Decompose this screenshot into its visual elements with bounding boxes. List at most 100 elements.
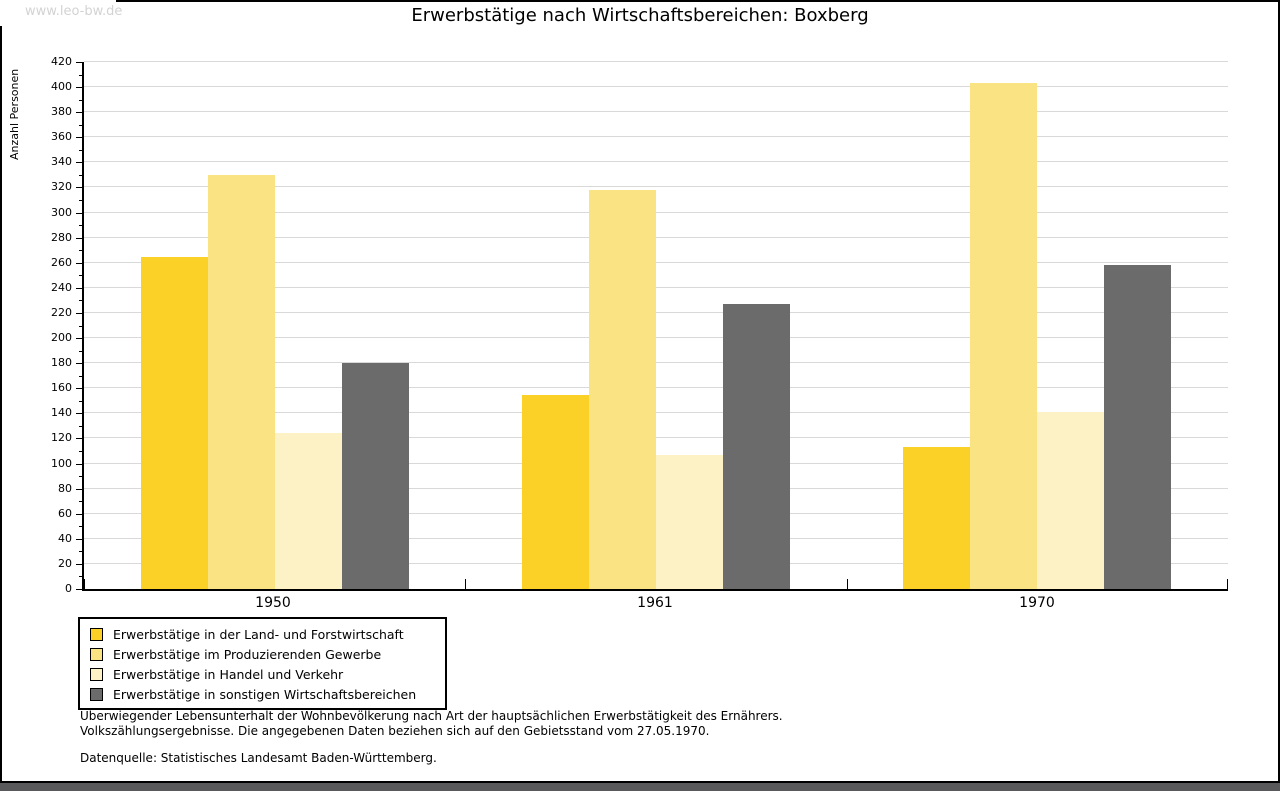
y-axis-minor-tick — [79, 225, 82, 227]
y-axis-minor-tick — [79, 74, 82, 76]
y-axis-tick — [76, 413, 82, 415]
y-axis-tick-label: 20 — [58, 556, 72, 570]
bar — [588, 190, 656, 589]
y-axis-tick-label: 200 — [51, 331, 72, 345]
y-axis-minor-tick — [79, 551, 82, 553]
gridline — [84, 387, 1228, 389]
legend-item-label: Erwerbstätige in sonstigen Wirtschaftsbe… — [113, 686, 417, 702]
gridline — [84, 337, 1228, 339]
y-axis-tick-label: 400 — [51, 80, 72, 94]
y-axis-minor-tick — [79, 300, 82, 302]
legend-color-swatch — [90, 627, 103, 641]
y-axis-tick-label: 420 — [51, 55, 72, 68]
page-title: Erwerbstätige nach Wirtschaftsbereichen:… — [411, 5, 869, 26]
y-axis-minor-tick — [79, 149, 82, 151]
legend-color-swatch — [90, 667, 103, 681]
bar-group-1961 — [465, 62, 846, 589]
bar — [1104, 265, 1172, 589]
y-axis-tick-label: 300 — [51, 205, 72, 219]
y-axis-minor-tick — [79, 526, 82, 528]
window-bottom-strip — [0, 783, 1280, 791]
gridline — [84, 61, 1228, 62]
gridline — [84, 437, 1228, 439]
gridline — [84, 211, 1228, 213]
y-axis-tick-label: 80 — [58, 481, 72, 495]
bar — [207, 174, 275, 589]
y-axis-minor-tick — [79, 124, 82, 126]
gridline — [84, 412, 1228, 414]
y-axis-tick — [76, 87, 82, 89]
gridline — [84, 111, 1228, 113]
bar-groups — [84, 62, 1228, 589]
y-axis-tick — [76, 262, 82, 264]
bar — [140, 256, 208, 589]
x-axis-tick — [846, 579, 848, 589]
gridline — [84, 136, 1228, 138]
y-axis-tick — [76, 363, 82, 365]
y-axis-tick-label: 280 — [51, 230, 72, 244]
y-axis-tick — [76, 563, 82, 565]
y-axis-minor-tick — [79, 275, 82, 277]
y-axis-tick — [76, 388, 82, 390]
y-axis-tick-label: 340 — [51, 155, 72, 169]
x-axis-tick — [84, 579, 85, 589]
y-axis-tick — [76, 287, 82, 289]
y-axis-minor-tick — [79, 99, 82, 101]
bar — [970, 83, 1038, 589]
x-axis-tick — [465, 579, 467, 589]
y-axis-tick-label: 260 — [51, 255, 72, 269]
y-axis-minor-tick — [79, 250, 82, 252]
legend-color-swatch — [90, 647, 103, 661]
data-source: Datenquelle: Statistisches Landesamt Bad… — [80, 751, 437, 765]
legend-item: Erwerbstätige im Produzierenden Gewerbe — [88, 644, 437, 664]
y-axis-tick — [76, 162, 82, 164]
y-axis-tick — [76, 212, 82, 214]
y-axis-minor-tick — [79, 200, 82, 202]
legend-item-label: Erwerbstätige im Produzierenden Gewerbe — [113, 646, 382, 662]
gridline — [84, 236, 1228, 238]
y-axis-tick-label: 180 — [51, 356, 72, 370]
bar — [722, 304, 790, 589]
y-axis-tick — [76, 513, 82, 515]
y-axis-tick-label: 380 — [51, 105, 72, 119]
footnote: Überwiegender Lebensunterhalt der Wohnbe… — [80, 709, 783, 739]
bar-group-1950 — [84, 62, 465, 589]
gridline — [84, 362, 1228, 364]
y-axis-tick-label: 120 — [51, 431, 72, 445]
gridline — [84, 161, 1228, 163]
y-axis-minor-tick — [79, 476, 82, 478]
y-axis-tick-label: 320 — [51, 180, 72, 194]
bar — [1037, 412, 1105, 589]
y-axis-tick-label: 360 — [51, 130, 72, 144]
legend-item: Erwerbstätige in sonstigen Wirtschaftsbe… — [88, 684, 437, 704]
bar — [903, 447, 971, 589]
legend-item-label: Erwerbstätige in der Land- und Forstwirt… — [113, 626, 404, 642]
y-axis-tick — [76, 488, 82, 490]
legend-color-swatch — [90, 687, 103, 701]
y-axis-minor-tick — [79, 425, 82, 427]
y-axis-minor-tick — [79, 450, 82, 452]
legend-item: Erwerbstätige in der Land- und Forstwirt… — [88, 624, 437, 644]
y-axis-tick — [76, 338, 82, 340]
y-axis-tick — [76, 589, 82, 590]
x-axis-category-label: 1950 — [255, 595, 291, 611]
bar — [655, 454, 723, 589]
y-axis-tick — [76, 187, 82, 189]
y-axis-tick-label: 220 — [51, 305, 72, 319]
gridline — [84, 186, 1228, 188]
y-axis-tick — [76, 237, 82, 239]
y-axis-minor-tick — [79, 350, 82, 352]
y-axis-minor-tick — [79, 174, 82, 176]
y-axis-tick — [76, 463, 82, 465]
bar — [274, 433, 342, 589]
plot-area: 0 20 40 60 80 100 120 140 160 180 200 220 240 260 280 3… — [51, 56, 1228, 595]
y-axis-label: Anzahl Personen — [8, 68, 21, 160]
gridline — [84, 286, 1228, 288]
x-axis-category-label: 1961 — [637, 595, 673, 611]
footnote-line: Überwiegender Lebensunterhalt der Wohnbe… — [80, 709, 783, 723]
legend-item: Erwerbstätige in Handel und Verkehr — [88, 664, 437, 684]
y-axis-tick — [76, 62, 82, 63]
y-axis-tick — [76, 438, 82, 440]
gridline — [84, 86, 1228, 88]
bar-group-1970 — [847, 62, 1228, 589]
